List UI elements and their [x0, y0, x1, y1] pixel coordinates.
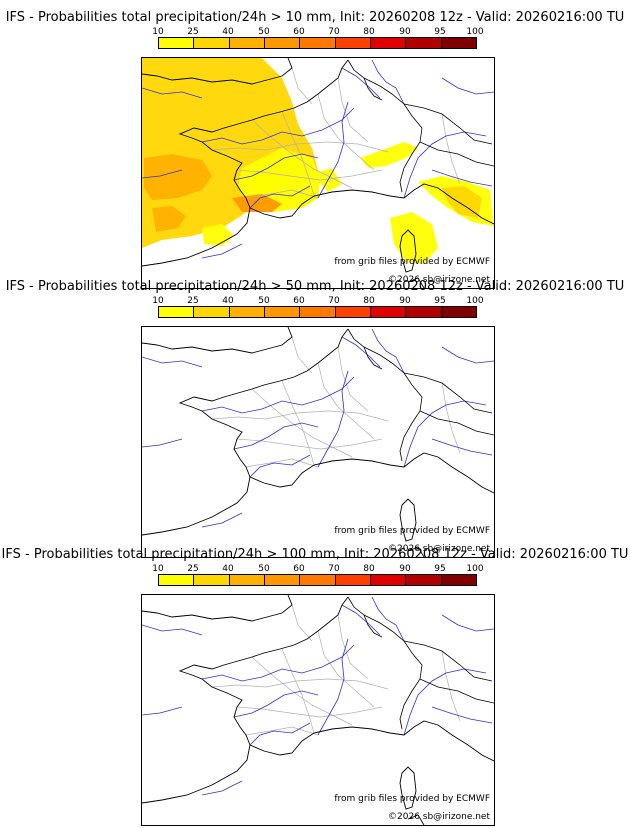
colorbar-bin: [370, 575, 407, 585]
colorbar: [158, 37, 477, 49]
colorbar-bin: [406, 307, 442, 317]
colorbar-bin: [335, 307, 371, 317]
colorbar-bin: [194, 575, 230, 585]
colorbar-bin: [229, 575, 265, 585]
colorbar-bin: [370, 38, 407, 48]
colorbar-bin: [264, 307, 301, 317]
colorbar-bin: [229, 38, 265, 48]
colorbar: [158, 306, 477, 318]
colorbar-bin: [300, 575, 336, 585]
copyright-credit: ©2026 sb@irizone.net: [388, 812, 490, 822]
colorbar-bin: [159, 38, 195, 48]
copyright-credit: ©2026 sb@irizone.net: [388, 544, 490, 554]
precip-map: from grib files provided by ECMWF ©2026 …: [141, 594, 495, 826]
colorbar-bin: [441, 38, 476, 48]
admin-boundaries: [211, 67, 461, 199]
colorbar-bin: [264, 575, 301, 585]
colorbar-bin: [441, 307, 476, 317]
colorbar-bin: [441, 575, 476, 585]
colorbar-ticks: 10 25 40 50 60 70 80 90 95 100: [152, 27, 484, 37]
panel-10mm: IFS - Probabilities total precipitation/…: [0, 10, 630, 289]
coastlines: [142, 58, 494, 288]
rivers: [142, 59, 494, 259]
precip-map: from grib files provided by ECMWF ©2026 …: [141, 57, 495, 289]
precip-field: [142, 58, 494, 264]
colorbar-bin: [370, 307, 407, 317]
coastlines: [142, 327, 494, 557]
copyright-credit: ©2026 sb@irizone.net: [388, 275, 490, 285]
rivers: [142, 328, 494, 528]
admin-boundaries: [211, 604, 461, 736]
coastlines: [142, 595, 494, 825]
colorbar-bin: [300, 307, 336, 317]
colorbar-bin: [406, 38, 442, 48]
country-borders: [347, 59, 494, 193]
panel-100mm: IFS - Probabilities total precipitation/…: [0, 547, 630, 826]
colorbar-bin: [300, 38, 336, 48]
colorbar-bin: [335, 38, 371, 48]
source-credit: from grib files provided by ECMWF: [334, 257, 490, 267]
colorbar-bin: [159, 575, 195, 585]
source-credit: from grib files provided by ECMWF: [334, 526, 490, 536]
colorbar-bin: [264, 38, 301, 48]
rivers: [142, 596, 494, 796]
colorbar-bin: [229, 307, 265, 317]
admin-boundaries: [211, 336, 461, 468]
source-credit: from grib files provided by ECMWF: [334, 794, 490, 804]
country-borders: [347, 328, 494, 462]
colorbar-ticks: 10 25 40 50 60 70 80 90 95 100: [152, 296, 484, 306]
colorbar-bin: [194, 38, 230, 48]
panel-50mm: IFS - Probabilities total precipitation/…: [0, 279, 630, 558]
colorbar-bin: [194, 307, 230, 317]
colorbar-bin: [335, 575, 371, 585]
colorbar-ticks: 10 25 40 50 60 70 80 90 95 100: [152, 564, 484, 574]
colorbar-bin: [159, 307, 195, 317]
panel-title: IFS - Probabilities total precipitation/…: [1, 547, 629, 562]
colorbar-bin: [406, 575, 442, 585]
country-borders: [347, 596, 494, 730]
panel-title: IFS - Probabilities total precipitation/…: [5, 10, 625, 25]
precip-map: from grib files provided by ECMWF ©2026 …: [141, 326, 495, 558]
panel-title: IFS - Probabilities total precipitation/…: [5, 279, 625, 294]
colorbar: [158, 574, 477, 586]
